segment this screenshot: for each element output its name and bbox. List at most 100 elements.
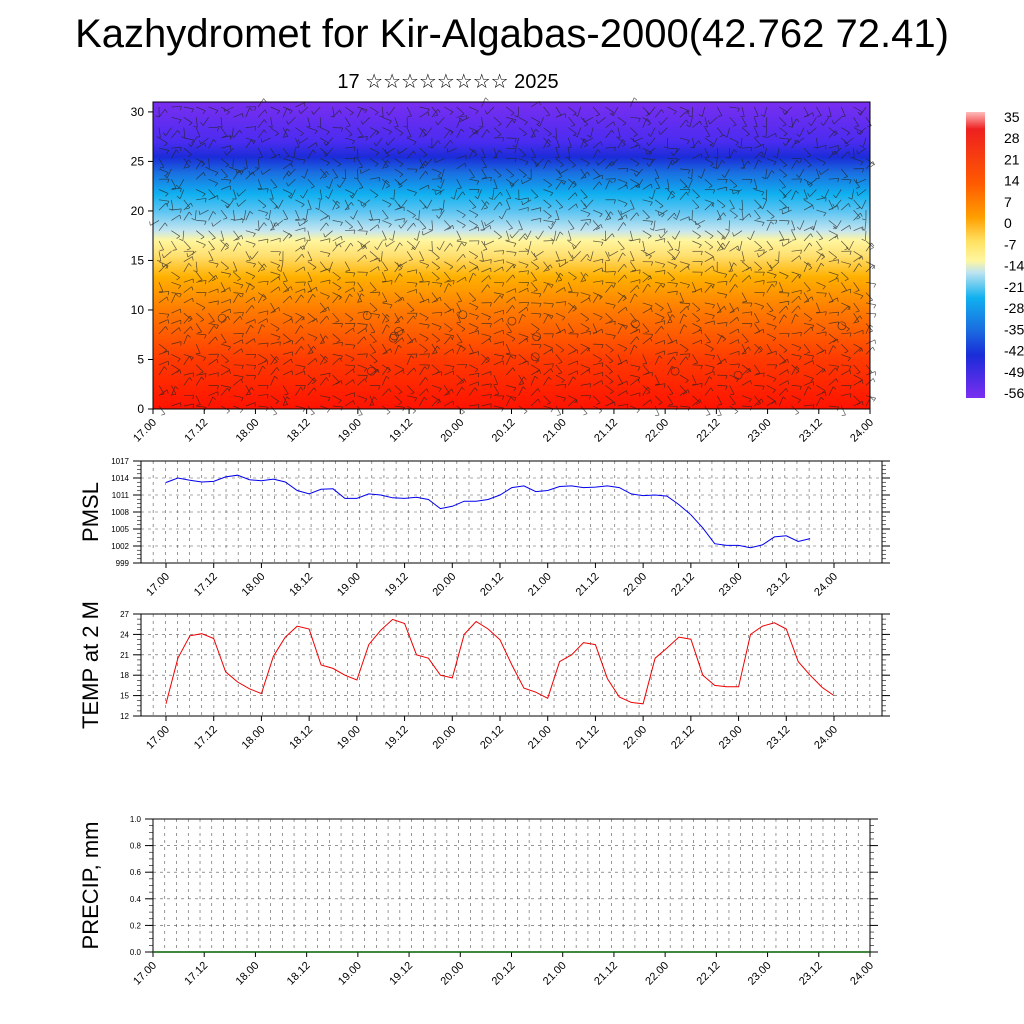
wind-barb-flag	[398, 299, 403, 302]
wind-barb	[183, 315, 191, 324]
wind-barb	[376, 240, 383, 250]
wind-barb	[754, 364, 761, 374]
x-tick-label: 18.00	[240, 571, 268, 599]
wind-barb-flag	[609, 381, 614, 384]
wind-barb-flag	[365, 328, 368, 333]
wind-barb	[597, 158, 606, 166]
wind-barb-flag	[586, 348, 591, 352]
wind-barb-flag	[193, 270, 198, 272]
wind-barb	[468, 106, 479, 112]
wind-barb-flag	[598, 410, 603, 414]
wind-barb	[518, 287, 528, 293]
wind-barb-flag	[734, 411, 739, 415]
wind-barb	[816, 281, 826, 287]
wind-barb-flag	[289, 193, 293, 197]
wind-barb	[630, 137, 639, 145]
wind-barb-flag	[655, 187, 660, 189]
wind-barb	[233, 242, 239, 252]
wind-barb-flag	[450, 140, 453, 144]
wind-barb	[319, 261, 327, 270]
wind-barb	[605, 385, 614, 392]
wind-barb	[245, 240, 256, 245]
wind-barb-flag	[807, 262, 812, 266]
wind-barb-flag	[351, 358, 355, 362]
wind-barb	[679, 374, 689, 381]
wind-barb	[481, 383, 492, 386]
wind-barb-flag	[462, 348, 466, 352]
wind-barb	[295, 387, 301, 396]
wind-barb	[481, 354, 490, 362]
wind-barb-flag	[177, 130, 181, 134]
wind-barb-flag	[215, 336, 218, 341]
x-tick-label: 22.00	[621, 571, 649, 599]
wind-barb-flag	[513, 296, 516, 301]
wind-barb-flag	[403, 329, 405, 334]
wind-barb-flag	[847, 357, 851, 362]
wind-barb-flag	[216, 359, 219, 364]
wind-barb-flag	[525, 264, 529, 269]
wind-barb-flag	[573, 134, 578, 138]
wind-barb-flag	[176, 184, 180, 189]
wind-barb-flag	[833, 257, 837, 260]
wind-barb-flag	[349, 112, 354, 116]
wind-barb	[629, 230, 634, 241]
wind-barb-flag	[498, 215, 503, 220]
wind-barb	[394, 385, 403, 393]
wind-barb-flag	[189, 315, 193, 320]
wind-barb-flag	[857, 111, 861, 116]
wind-barb	[729, 316, 738, 324]
wind-barb-flag	[423, 396, 428, 401]
wind-barb-flag	[820, 396, 825, 401]
wind-barb	[257, 109, 266, 118]
wind-barb	[853, 263, 860, 273]
wind-barb-flag	[413, 367, 417, 372]
wind-barb	[617, 374, 624, 384]
wind-barb	[754, 144, 764, 149]
wind-barb-flag	[163, 132, 166, 137]
wind-barb	[282, 108, 288, 118]
wind-barb-flag	[688, 189, 691, 194]
wind-barb-flag	[710, 163, 714, 167]
wind-barb-flag	[750, 380, 752, 385]
wind-barb-flag	[499, 295, 503, 299]
wind-barb	[456, 155, 467, 159]
wind-barb	[841, 178, 852, 181]
wind-barb-flag	[253, 375, 257, 380]
wind-barb-flag	[712, 355, 716, 360]
wind-barb	[617, 117, 627, 124]
wind-barb	[171, 281, 181, 286]
wind-barb-flag	[462, 214, 466, 218]
wind-barb	[431, 251, 440, 259]
wind-barb-flag	[706, 414, 711, 416]
wind-barb-flag	[330, 115, 335, 118]
wind-barb	[344, 327, 354, 335]
wind-barb-flag	[723, 134, 728, 138]
wind-barb-flag	[364, 398, 368, 403]
wind-barb-flag	[363, 336, 367, 341]
wind-barb	[233, 339, 243, 345]
wind-barb-flag	[273, 222, 276, 227]
wind-barb-flag	[583, 413, 588, 416]
wind-barb	[813, 220, 817, 231]
wind-barb	[701, 106, 706, 117]
wind-barb-flag	[626, 168, 629, 173]
wind-barb-flag	[472, 130, 475, 135]
wind-barb-flag	[574, 113, 578, 117]
wind-barb-flag	[872, 378, 876, 383]
wind-barb	[803, 282, 811, 291]
wind-barb	[530, 388, 539, 396]
wind-barb	[332, 357, 341, 366]
wind-barb	[692, 120, 701, 128]
wind-barb	[568, 240, 577, 248]
wind-barb-flag	[204, 142, 206, 147]
wind-barb	[183, 278, 194, 283]
wind-barb	[361, 199, 371, 207]
wind-barb-flag	[176, 235, 181, 239]
wind-barb-flag	[385, 141, 389, 146]
wind-barb-flag	[858, 256, 863, 260]
wind-barb	[853, 292, 864, 297]
wind-barb-flag	[499, 201, 503, 206]
wind-barb-flag	[737, 145, 742, 149]
wind-barb-flag	[527, 302, 530, 307]
wind-barb-flag	[638, 118, 641, 123]
